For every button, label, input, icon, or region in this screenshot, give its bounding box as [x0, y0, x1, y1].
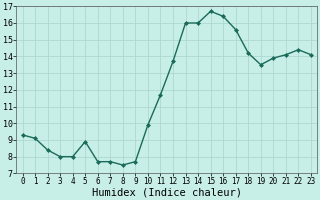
X-axis label: Humidex (Indice chaleur): Humidex (Indice chaleur)	[92, 187, 242, 197]
